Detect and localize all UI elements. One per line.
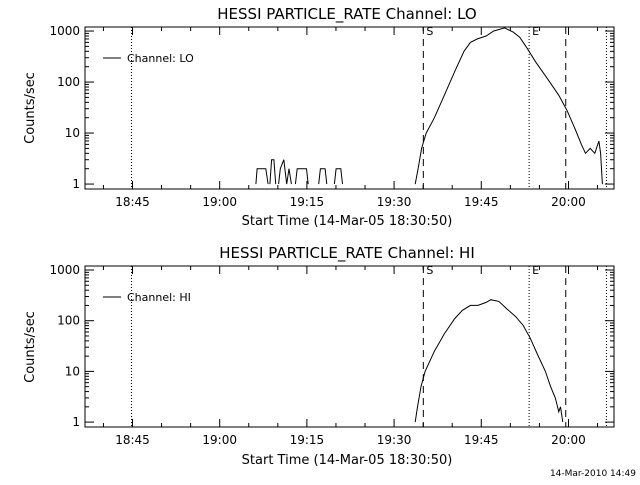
x-tick-label: 20:00 — [551, 433, 586, 447]
y-tick-label: 100 — [57, 314, 80, 328]
x-tick-labels: 18:45 19:00 19:15 19:30 19:45 20:00 — [115, 195, 586, 209]
x-tick-label: 19:15 — [290, 195, 325, 209]
marker-label-s: S — [426, 25, 433, 38]
y-axis-label: Counts/sec — [23, 72, 38, 144]
plot-frame — [84, 265, 615, 428]
series-line-segment — [414, 27, 603, 185]
reference-lines — [131, 27, 607, 189]
x-tick-label: 19:00 — [202, 433, 237, 447]
x-tick-label: 19:00 — [202, 195, 237, 209]
marker-label-e: E — [532, 264, 539, 277]
y-tick-label: 100 — [57, 75, 80, 89]
y-tick-label: 1000 — [49, 24, 80, 38]
y-tick-label: 1 — [72, 177, 80, 191]
y-tick-label: 10 — [65, 126, 80, 140]
x-tick-label: 19:45 — [464, 195, 499, 209]
series-line-segment — [255, 168, 269, 185]
x-tick-label: 19:30 — [377, 433, 412, 447]
data-series — [414, 299, 564, 423]
series-line-segment — [318, 168, 328, 185]
legend: Channel: HI — [103, 291, 191, 304]
series-line-segment — [333, 168, 343, 185]
series-line-segment — [278, 159, 292, 185]
panel-hi: HESSI PARTICLE_RATE Channel: HI 1 10 100 10… — [23, 244, 615, 468]
x-tick-label: 20:00 — [551, 195, 586, 209]
x-tick-label: 19:30 — [377, 195, 412, 209]
chart-title: HESSI PARTICLE_RATE Channel: HI — [219, 244, 475, 263]
y-tick-label: 1000 — [49, 263, 80, 277]
series-line-segment — [294, 168, 309, 185]
x-tick-label: 18:45 — [115, 433, 150, 447]
chart-title: HESSI PARTICLE_RATE Channel: LO — [217, 5, 476, 24]
y-tick-labels: 1 10 100 1000 — [49, 263, 80, 429]
legend-entry: Channel: HI — [127, 291, 191, 304]
series-line-segment — [414, 299, 564, 423]
marker-label-e: E — [532, 25, 539, 38]
series-line-segment — [269, 159, 277, 185]
x-tick-label: 18:45 — [115, 195, 150, 209]
x-axis-label: Start Time (14-Mar-05 18:30:50) — [242, 214, 453, 229]
legend-entry: Channel: LO — [127, 52, 194, 65]
y-axis-label: Counts/sec — [23, 311, 38, 383]
panel-lo: HESSI PARTICLE_RATE Channel: LO 1 10 100 10… — [23, 5, 615, 229]
x-tick-labels: 18:45 19:00 19:15 19:30 19:45 20:00 — [115, 433, 586, 447]
reference-lines — [131, 266, 607, 427]
x-tick-label: 19:15 — [290, 433, 325, 447]
x-tick-label: 19:45 — [464, 433, 499, 447]
y-tick-label: 10 — [65, 364, 80, 378]
y-tick-labels: 1 10 100 1000 — [49, 24, 80, 191]
y-tick-label: 1 — [72, 415, 80, 429]
legend: Channel: LO — [103, 52, 194, 65]
generation-timestamp: 14-Mar-2010 14:49 — [550, 469, 636, 479]
marker-label-s: S — [426, 264, 433, 277]
x-axis-label: Start Time (14-Mar-05 18:30:50) — [242, 453, 453, 468]
data-series — [255, 27, 603, 185]
plot-frame — [84, 26, 615, 190]
